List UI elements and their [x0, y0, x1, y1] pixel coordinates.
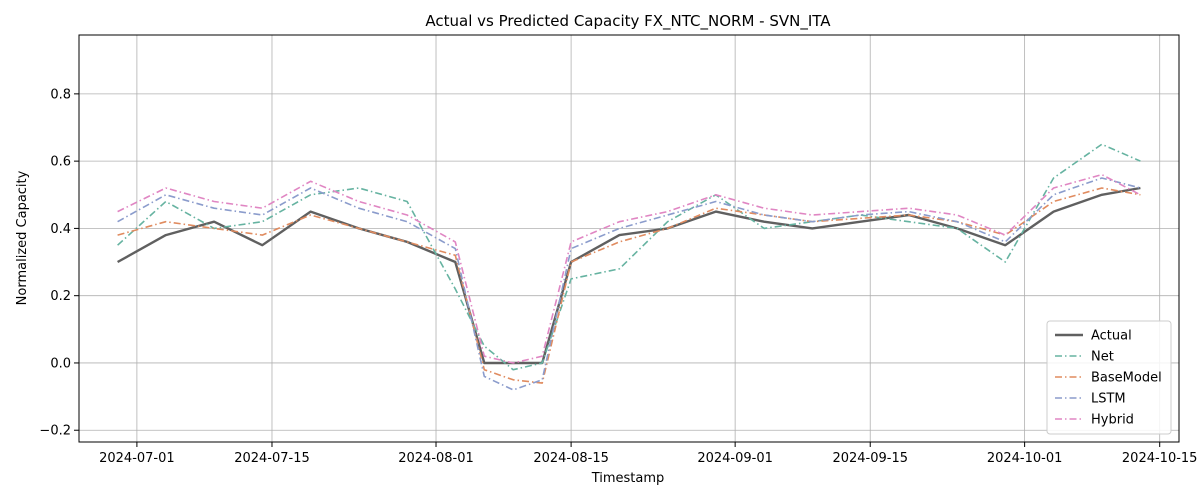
- y-tick-label: 0.2: [50, 289, 71, 304]
- series-line-basemodel: [117, 187, 1141, 384]
- x-tick-label: 2024-08-15: [533, 451, 609, 466]
- y-tick-label: 0.4: [50, 222, 71, 237]
- legend-label-lstm: LSTM: [1091, 392, 1126, 407]
- y-axis-label: Normalized Capacity: [15, 170, 30, 305]
- x-tick-label: 2024-09-01: [697, 451, 773, 466]
- x-tick-label: 2024-07-15: [234, 451, 310, 466]
- legend-frame: [1046, 320, 1172, 435]
- legend-label-basemodel: BaseModel: [1091, 371, 1162, 386]
- y-tick-label: −0.2: [39, 424, 71, 439]
- grid: [79, 35, 1179, 442]
- series-line-hybrid: [117, 173, 1141, 364]
- series-line-lstm: [117, 177, 1141, 391]
- y-tick-label: 0.0: [50, 356, 71, 371]
- x-tick-label: 2024-09-15: [832, 451, 908, 466]
- plot-frame: [78, 34, 1180, 443]
- y-tick-label: 0.6: [50, 155, 71, 170]
- series-line-actual: [117, 186, 1141, 365]
- x-tick-label: 2024-08-01: [398, 451, 474, 466]
- x-tick-label: 2024-10-15: [1122, 451, 1198, 466]
- y-axis-ticks: −0.2 0.0 0.2 0.4 0.6 0.8: [39, 87, 79, 439]
- chart-title: Actual vs Predicted Capacity FX_NTC_NORM…: [425, 12, 831, 31]
- legend: Actual Net BaseModel LSTM Hybrid: [1046, 320, 1172, 435]
- legend-label-actual: Actual: [1091, 329, 1132, 344]
- x-tick-label: 2024-10-01: [987, 451, 1063, 466]
- legend-label-net: Net: [1091, 350, 1114, 365]
- y-tick-label: 0.8: [50, 87, 71, 102]
- x-axis-ticks: 2024-07-01 2024-07-15 2024-08-01 2024-08-15…: [99, 442, 1197, 466]
- legend-label-hybrid: Hybrid: [1091, 413, 1134, 428]
- x-tick-label: 2024-07-01: [99, 451, 175, 466]
- x-axis-label: Timestamp: [591, 471, 665, 486]
- series-layer: [117, 143, 1141, 391]
- series-line-net: [117, 143, 1141, 371]
